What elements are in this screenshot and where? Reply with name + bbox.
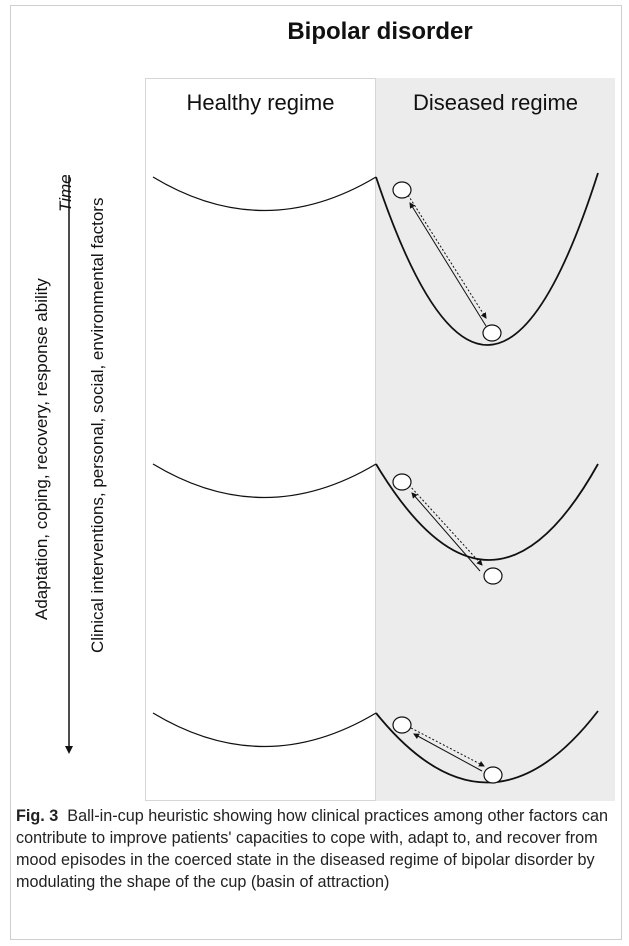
healthy-cup-2	[152, 463, 377, 499]
ball-top-3	[392, 716, 412, 734]
ball-top-2	[392, 473, 412, 491]
healthy-regime-label: Healthy regime	[186, 90, 335, 115]
solid-arrow-3	[413, 733, 483, 772]
healthy-cup-1	[152, 176, 377, 212]
dotted-arrow-1	[407, 194, 487, 319]
diseased-cup-3	[375, 710, 599, 784]
ball-bottom-2	[483, 567, 503, 585]
figure-caption: Fig. 3 Ball-in-cup heuristic showing how…	[16, 805, 616, 893]
diseased-regime-label: Diseased regime	[412, 90, 579, 115]
healthy-regime-panel	[145, 78, 376, 801]
figure-title: Bipolar disorder	[287, 18, 473, 45]
ball-bottom-3	[483, 766, 503, 784]
dotted-arrow-2	[408, 484, 483, 566]
ball-top-1	[392, 181, 412, 199]
solid-arrow-2	[411, 492, 481, 572]
figure-frame	[10, 5, 622, 940]
diseased-cup-1	[375, 172, 599, 346]
dotted-arrow-3	[410, 727, 485, 767]
healthy-cup-3	[152, 712, 377, 748]
figure-caption-text: Ball-in-cup heuristic showing how clinic…	[16, 807, 609, 891]
figure-caption-label: Fig. 3	[16, 807, 59, 825]
ball-bottom-1	[482, 324, 502, 342]
diseased-regime-panel	[376, 78, 615, 801]
diseased-cup-2	[375, 463, 599, 561]
solid-arrow-1	[409, 202, 487, 327]
